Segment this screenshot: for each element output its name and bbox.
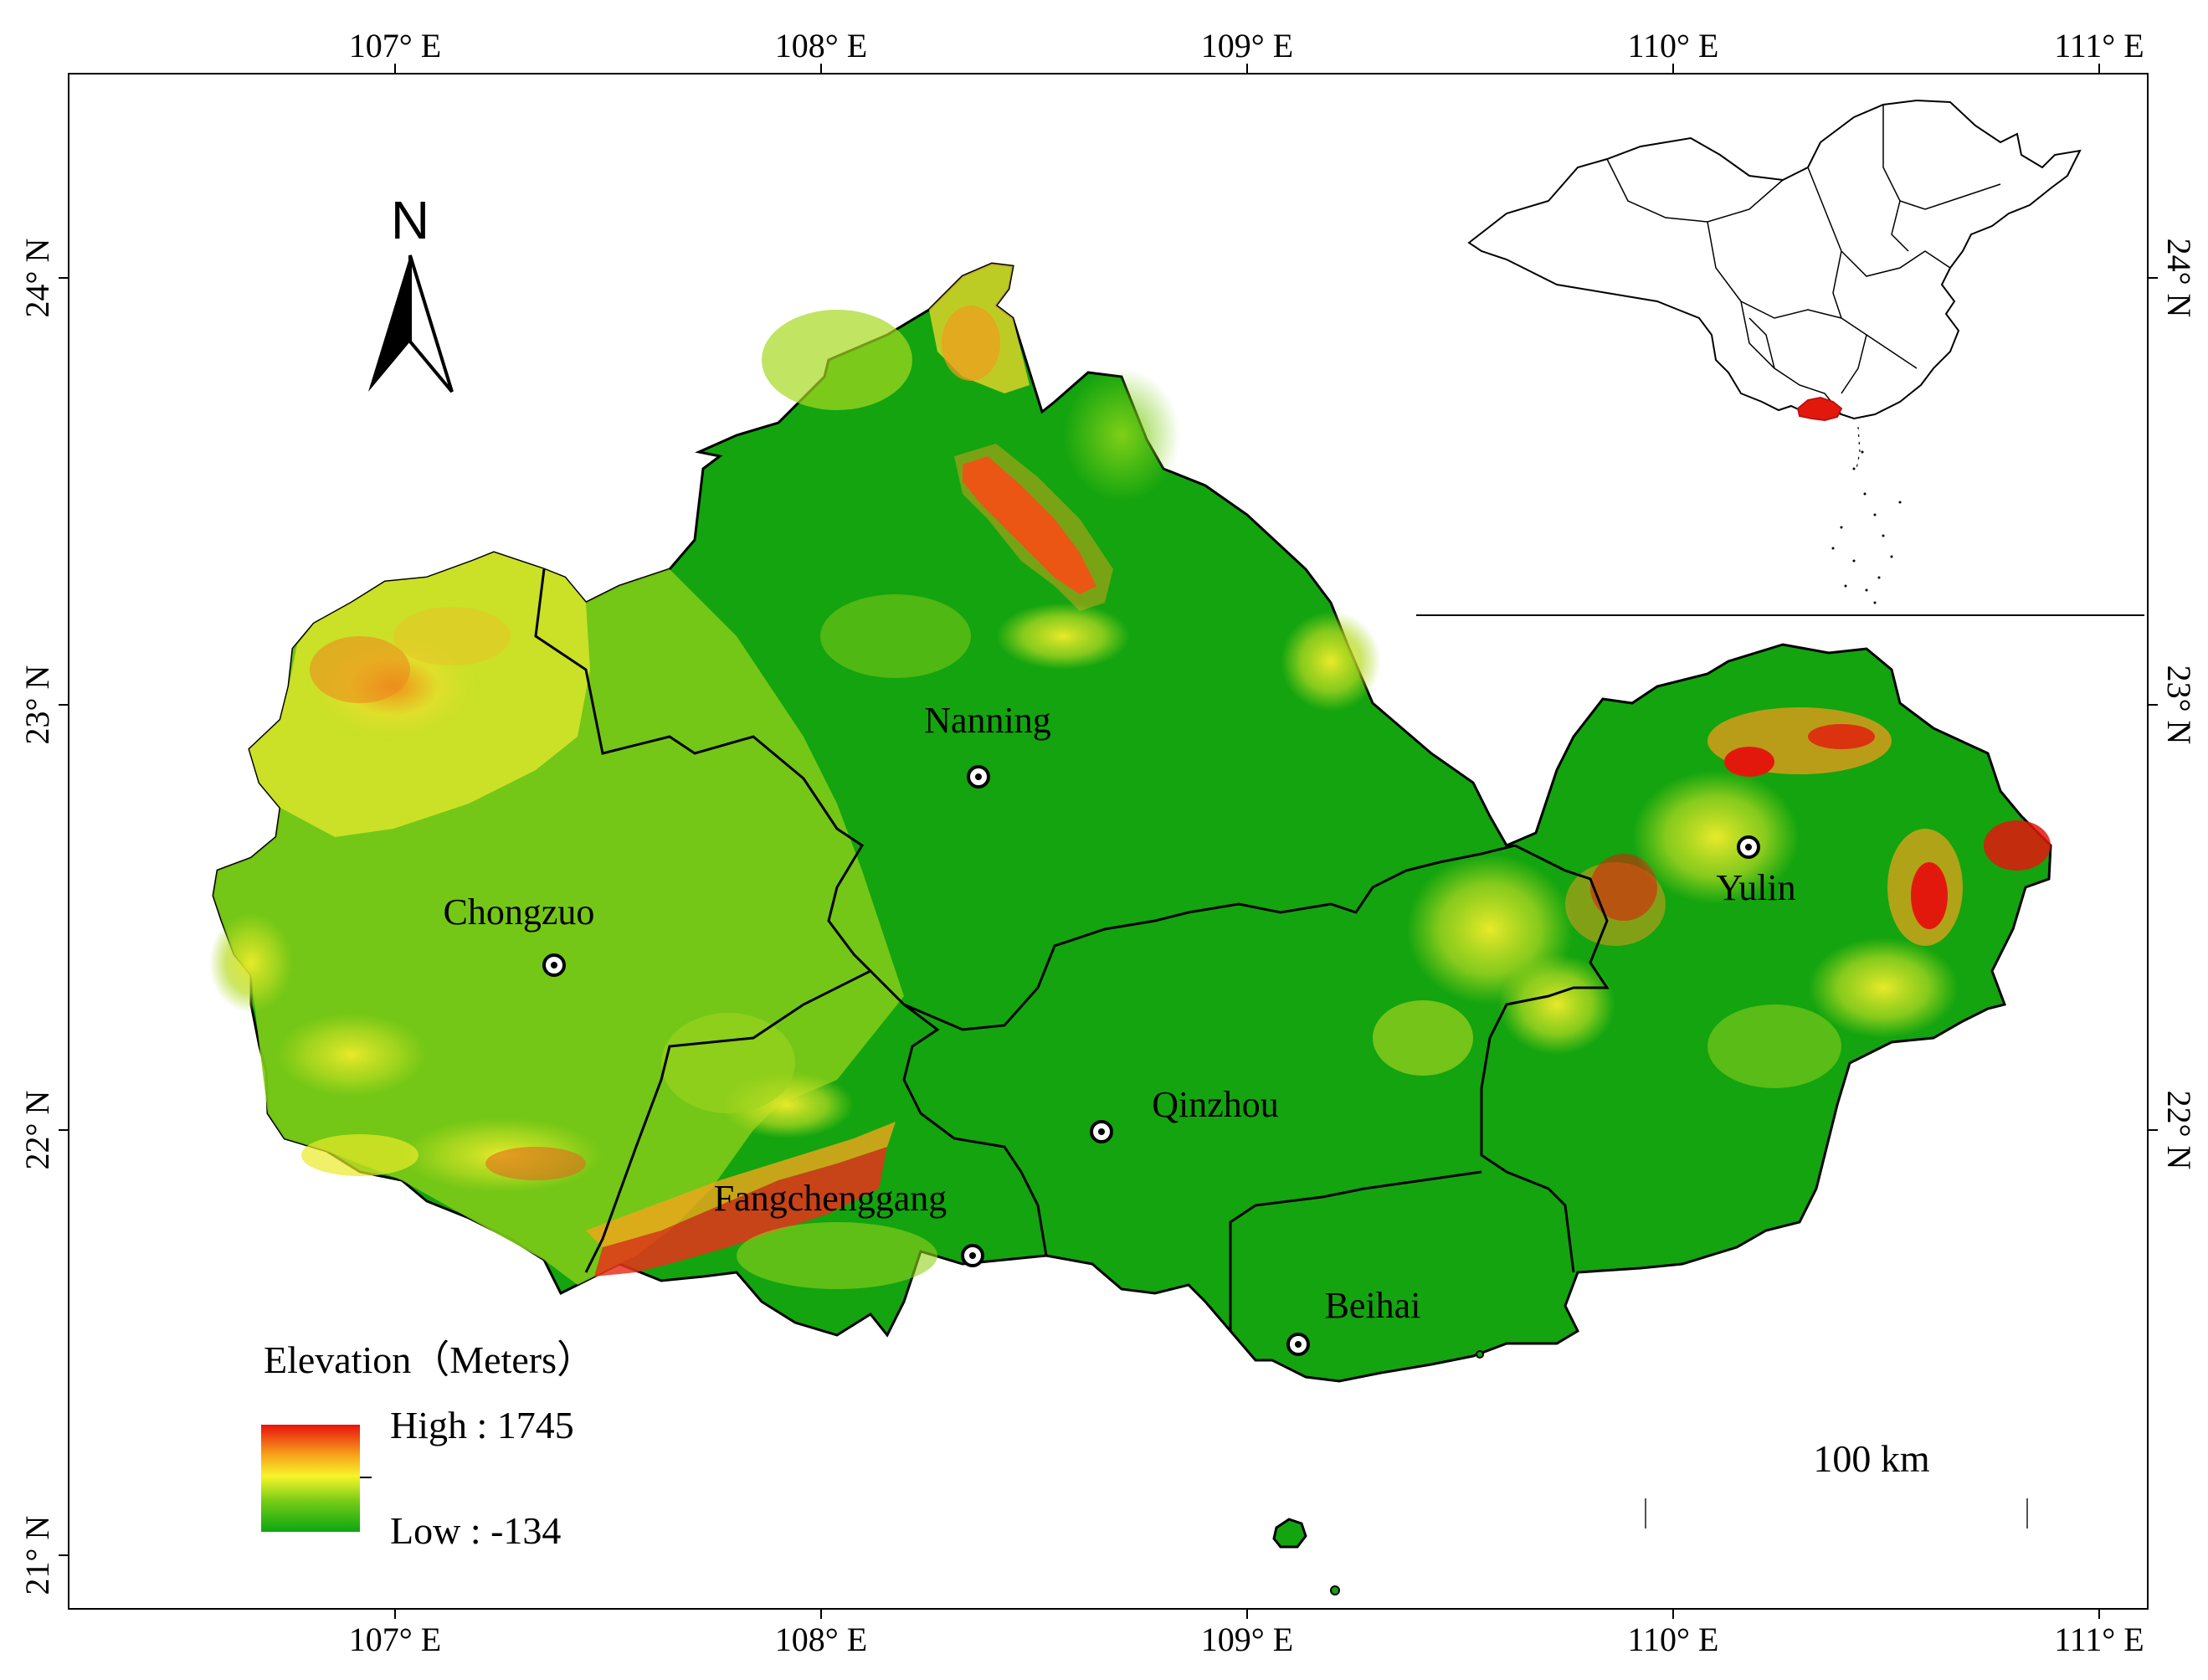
china-outline [1467,99,2082,420]
prefecture-borders [534,568,1610,1331]
city-marker-nanning: Nanning [924,700,1051,789]
top-axis-labels: 107° E 108° E 109° E 110° E 111° E [349,27,2144,64]
island-xieyang [1330,1585,1340,1595]
island-weizhou [1272,1518,1307,1549]
scale-bar-label: 100 km [1813,1437,1930,1480]
frame-ticks [59,64,2158,1619]
bottom-tick-107: 107° E [349,1621,441,1658]
bottom-tick-109: 109° E [1201,1621,1293,1658]
legend-low-label: Low : -134 [390,1509,561,1552]
left-tick-24: 24° N [18,239,56,318]
right-tick-24: 24° N [2160,239,2198,318]
south-china-sea-islands [1831,450,1902,604]
bottom-tick-108: 108° E [775,1621,867,1658]
inset-map [1416,74,2144,616]
city-label-fangchenggang: Fangchenggang [714,1178,947,1219]
top-tick-107: 107° E [349,27,441,64]
legend-title: Elevation（Meters） [264,1338,595,1381]
city-label-chongzuo: Chongzuo [444,891,595,932]
right-axis-labels: 24° N 23° N 22° N [2160,239,2198,1170]
bottom-tick-110: 110° E [1628,1621,1719,1658]
north-arrow-icon [368,255,410,392]
city-label-yulin: Yulin [1716,867,1795,908]
study-area-terrain [209,262,2052,1595]
study-area-highlight [1796,396,1843,422]
peak-zone-daming [963,456,1096,594]
top-tick-108: 108° E [775,27,867,64]
top-tick-111: 111° E [2054,27,2144,64]
scale-bar: 100 km [1645,1437,2028,1528]
left-tick-22: 22° N [18,1091,56,1170]
left-tick-21: 21° N [18,1516,56,1595]
city-markers: Nanning Chongzuo Yulin Qinzhou Fangcheng… [444,700,1796,1356]
highland-zone-fangchenggang [594,1147,887,1277]
north-arrow: N [368,190,454,393]
north-label: N [391,190,429,250]
top-tick-109: 109° E [1201,27,1293,64]
city-label-nanning: Nanning [924,700,1051,741]
city-marker-fangchenggang: Fangchenggang [714,1178,984,1267]
city-marker-beihai: Beihai [1286,1285,1421,1356]
city-marker-qinzhou: Qinzhou [1090,1084,1279,1143]
city-label-beihai: Beihai [1325,1285,1421,1326]
top-tick-110: 110° E [1628,27,1719,64]
city-marker-chongzuo: Chongzuo [444,891,595,977]
legend-high-label: High : 1745 [390,1404,574,1446]
bottom-tick-111: 111° E [2054,1621,2144,1658]
legend-color-ramp [261,1425,360,1532]
map-frame [68,73,2149,1610]
china-province-lines [1606,105,2001,415]
left-axis-labels: 24° N 23° N 22° N 21° N [18,239,56,1595]
legend: Elevation（Meters） High : 1745 Low : -134 [261,1338,595,1552]
city-marker-yulin: Yulin [1716,835,1796,908]
bottom-axis-labels: 107° E 108° E 109° E 110° E 111° E [349,1621,2144,1658]
right-tick-22: 22° N [2160,1091,2198,1170]
right-tick-23: 23° N [2160,665,2198,745]
left-tick-23: 23° N [18,665,56,745]
city-label-qinzhou: Qinzhou [1152,1084,1279,1125]
